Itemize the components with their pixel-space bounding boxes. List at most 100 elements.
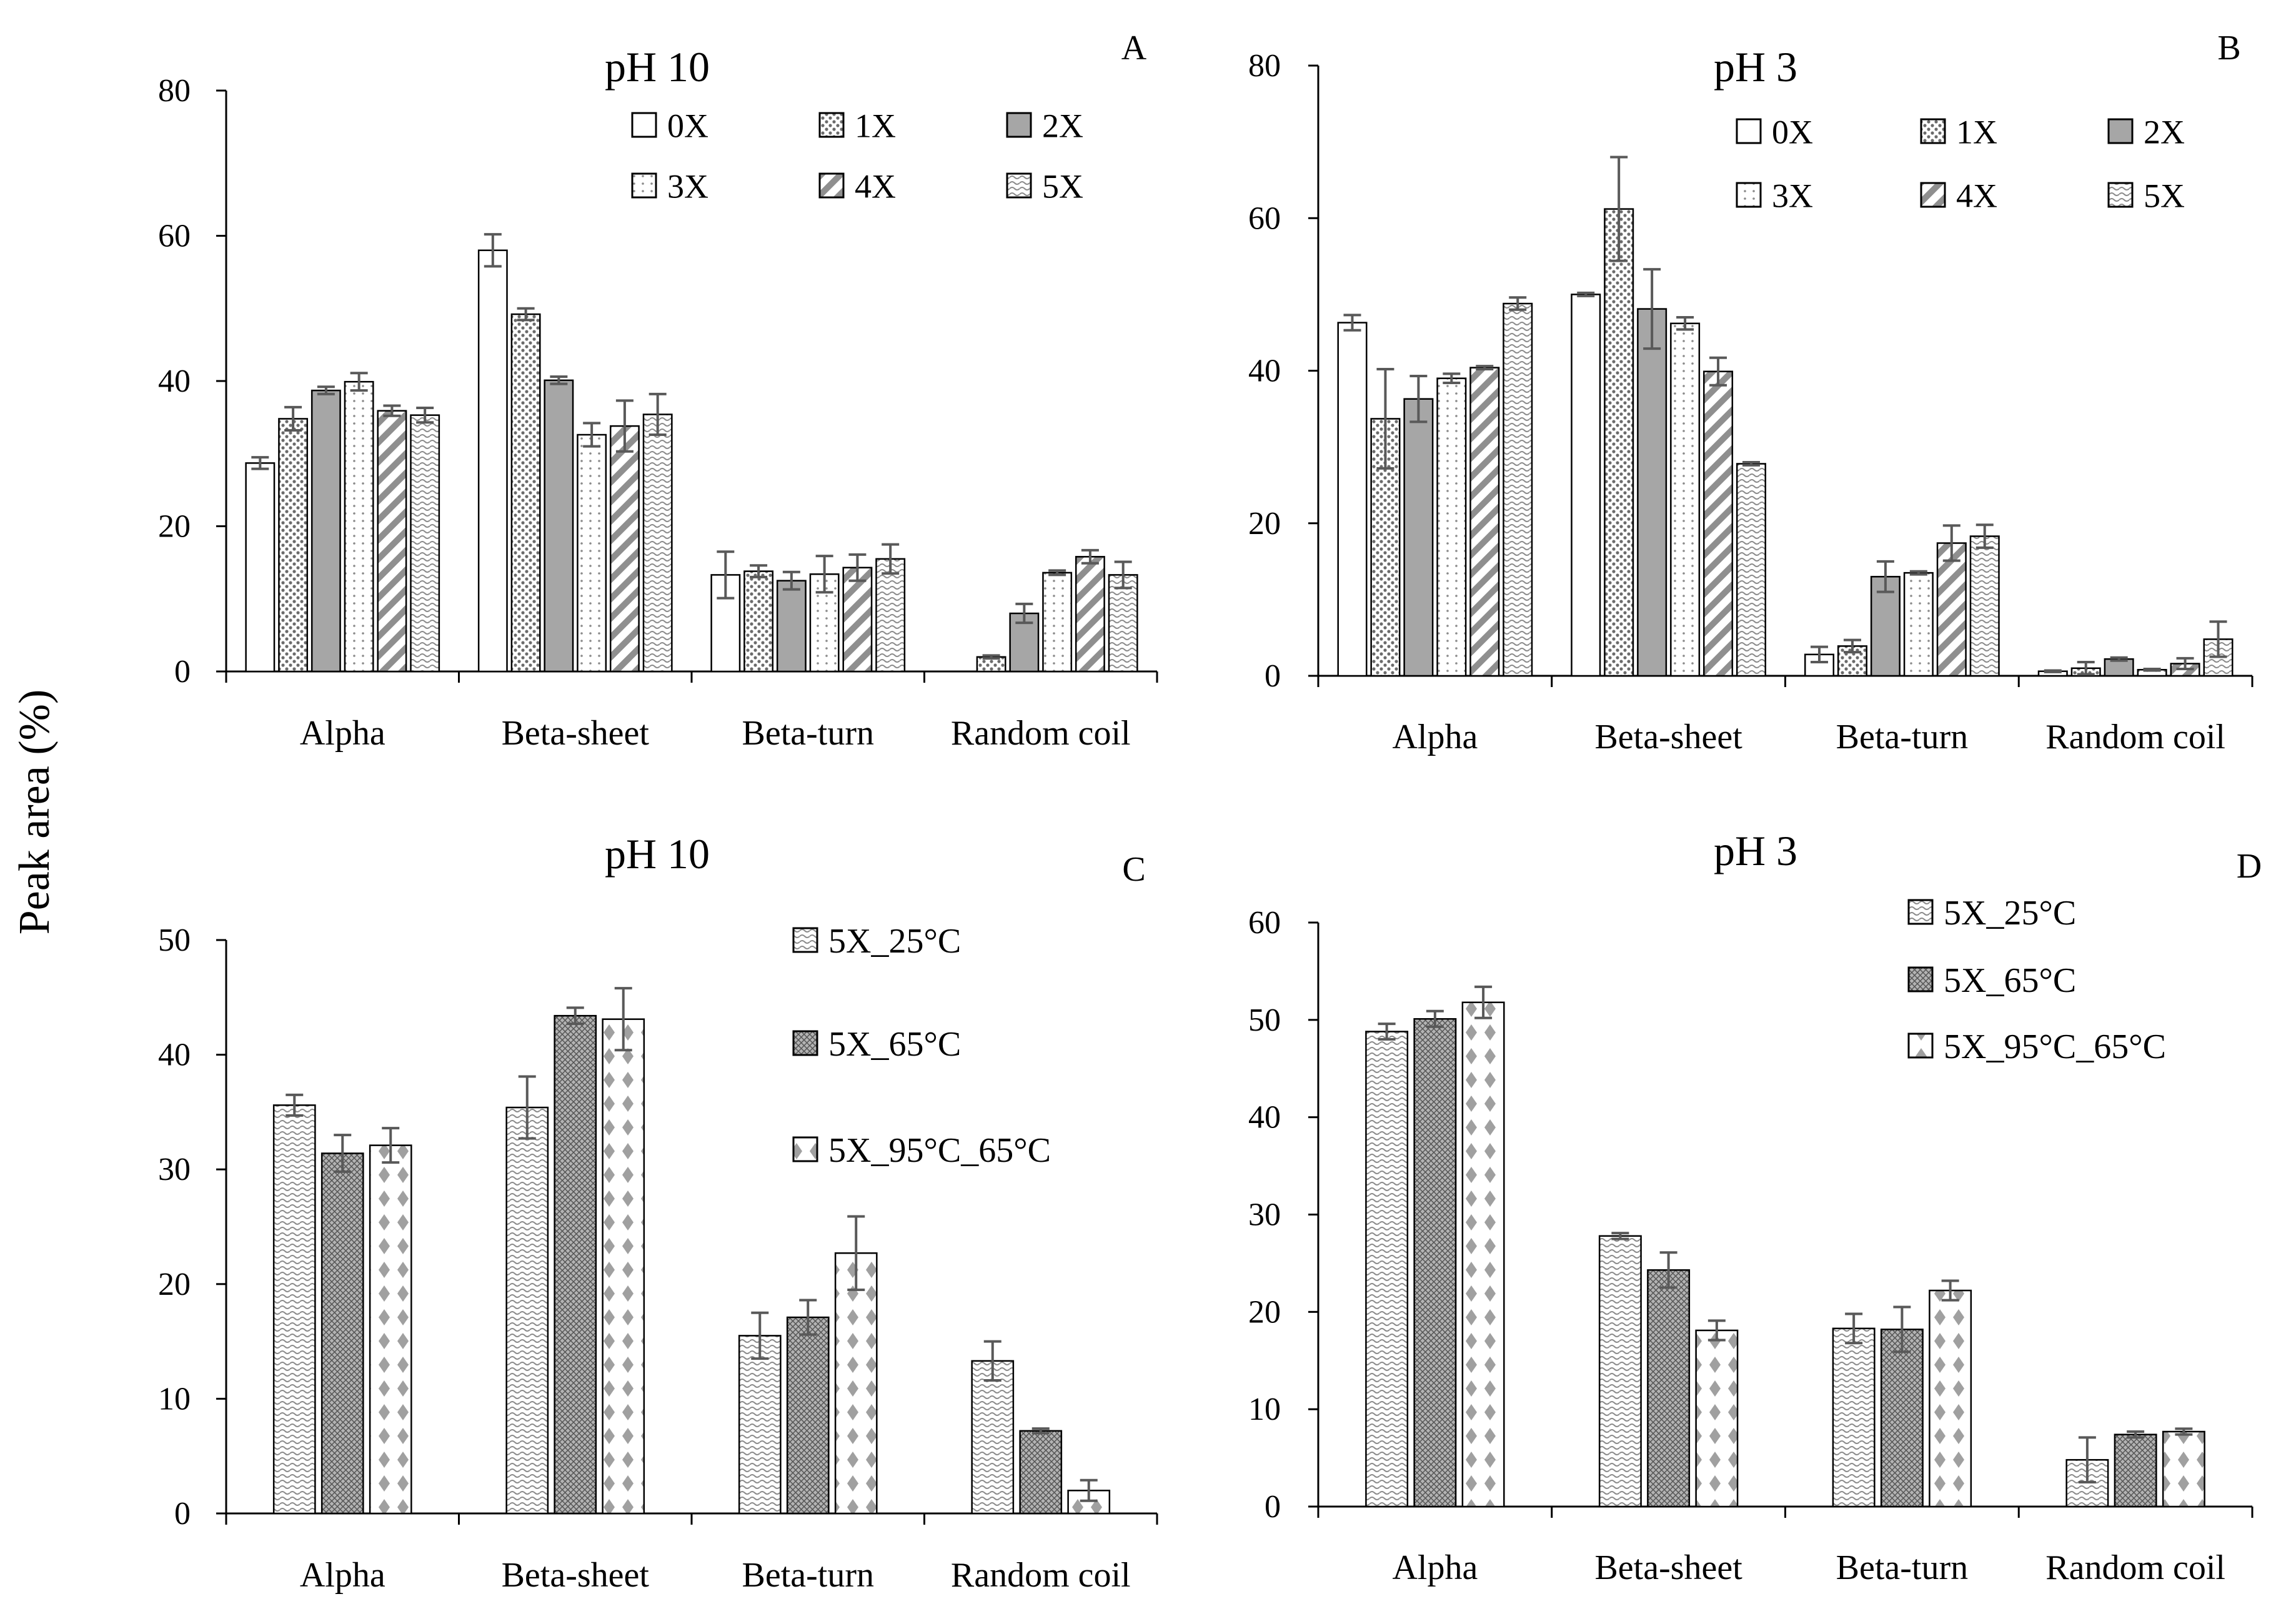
bar <box>321 1152 364 1515</box>
y-tick-label: 0 <box>174 1496 191 1532</box>
legend-swatch <box>631 172 657 199</box>
chart-panel-c: pH 10 C 0 10 20 30 40 50 Alpha Beta-sheet Beta-tur… <box>158 830 1158 1595</box>
legend-label: 5X_95°C_65°C <box>1944 1027 2166 1066</box>
bar <box>743 570 774 673</box>
bar <box>776 580 807 673</box>
chart-panel-d: pH 3 D 0 10 20 30 40 50 60 Alpha Beta-sheet Beta-tu… <box>1248 827 2262 1587</box>
y-tick-label: 20 <box>158 509 191 545</box>
chart-panel-a: pH 10 A 0 20 40 60 80 Alpha Beta-sheet Beta-turn R… <box>158 29 1158 753</box>
chart-title: pH 10 <box>605 830 710 878</box>
bar <box>410 414 440 673</box>
y-tick-label: 50 <box>158 923 191 958</box>
bar <box>1703 370 1734 677</box>
bar <box>1469 367 1500 677</box>
x-tick-label: Beta-turn <box>742 1556 874 1595</box>
legend: 5X_25°C 5X_65°C 5X_95°C_65°C <box>792 922 1051 1170</box>
legend-label: 0X <box>667 107 708 144</box>
bar <box>1870 575 1901 677</box>
bar <box>477 249 508 673</box>
bar <box>1647 1269 1691 1508</box>
bar <box>554 1014 597 1515</box>
legend-swatch <box>818 112 845 138</box>
x-tick-label: Beta-turn <box>1836 718 1968 756</box>
bar <box>1075 556 1105 673</box>
bar <box>1670 322 1701 677</box>
legend-label: 5X <box>2144 177 2185 214</box>
bar <box>1880 1329 1924 1508</box>
bar <box>1604 208 1634 677</box>
bar <box>1936 542 1967 677</box>
legend-label: 1X <box>855 107 896 144</box>
y-tick-label: 40 <box>1248 354 1281 389</box>
x-tick-label: Random coil <box>951 1556 1131 1595</box>
legend-swatch <box>2107 118 2134 144</box>
panel-letter: B <box>2217 29 2240 67</box>
chart-title: pH 3 <box>1714 827 1797 874</box>
bar <box>1736 463 1767 677</box>
legend-label: 5X_25°C <box>1944 894 2076 933</box>
legend-swatch <box>1736 118 1762 144</box>
y-tick-label: 10 <box>1248 1392 1281 1427</box>
legend: 5X_25°C 5X_65°C 5X_95°C_65°C <box>1907 894 2166 1066</box>
y-tick-label: 20 <box>158 1267 191 1302</box>
bar <box>272 1104 316 1515</box>
bar <box>505 1106 549 1515</box>
y-axis-title: Peak area (%) <box>11 690 59 935</box>
legend-label: 5X_95°C_65°C <box>828 1131 1051 1170</box>
bar <box>971 1360 1015 1515</box>
bar <box>1403 398 1434 677</box>
bar <box>245 462 276 673</box>
legend-label: 5X_65°C <box>1944 961 2076 1000</box>
legend-swatch <box>792 927 818 953</box>
y-tick-label: 10 <box>158 1381 191 1417</box>
legend-swatch <box>1920 118 1946 144</box>
y-tick-label: 0 <box>1265 1489 1281 1525</box>
chart-panel-b: pH 3 B 0 20 40 60 80 Alpha Beta-sheet Beta-turn Ra… <box>1248 29 2254 756</box>
legend-swatch <box>631 112 657 138</box>
legend-label: 5X_65°C <box>828 1025 961 1064</box>
bar <box>1108 574 1138 673</box>
legend-swatch <box>818 172 845 199</box>
bar <box>602 1018 645 1515</box>
legend-label: 3X <box>1772 177 1813 214</box>
bar <box>738 1335 782 1515</box>
bar <box>577 433 607 673</box>
x-tick-label: Random coil <box>2045 718 2225 756</box>
panel-letter: D <box>2237 847 2262 886</box>
y-tick-label: 40 <box>158 1037 191 1073</box>
y-tick-label: 80 <box>1248 48 1281 84</box>
bar <box>1571 294 1601 677</box>
bar <box>2114 1433 2157 1508</box>
bar <box>642 413 673 673</box>
bar <box>2162 1430 2205 1508</box>
bar <box>609 425 640 673</box>
legend-label: 4X <box>1956 177 1997 214</box>
x-tick-label: Beta-sheet <box>1594 1548 1742 1587</box>
y-tick-label: 40 <box>158 364 191 399</box>
bar <box>1461 1001 1505 1508</box>
bar <box>842 567 873 673</box>
legend-swatch <box>2107 182 2134 208</box>
bar <box>278 418 309 673</box>
bar <box>369 1144 412 1515</box>
bar <box>1337 322 1368 677</box>
legend-swatch <box>1736 182 1762 208</box>
legend-label: 4X <box>855 167 896 205</box>
y-tick-label: 40 <box>1248 1100 1281 1136</box>
x-tick-label: Alpha <box>300 714 385 753</box>
bar <box>544 379 574 673</box>
legend-swatch <box>1907 1032 1934 1059</box>
bar <box>834 1252 878 1515</box>
legend-swatch <box>1907 899 1934 925</box>
panel-letter: C <box>1122 850 1145 889</box>
legend-label: 5X_25°C <box>828 922 961 961</box>
x-tick-label: Beta-sheet <box>502 714 650 753</box>
legend-swatch <box>1006 172 1032 199</box>
x-tick-label: Alpha <box>1392 718 1478 756</box>
legend: 0X 1X 2X 3X 4X 5X <box>1736 113 2185 214</box>
y-tick-label: 80 <box>158 73 191 109</box>
x-tick-label: Beta-turn <box>742 714 874 753</box>
legend-label: 1X <box>1956 113 1997 151</box>
panel-letter: A <box>1121 29 1147 67</box>
